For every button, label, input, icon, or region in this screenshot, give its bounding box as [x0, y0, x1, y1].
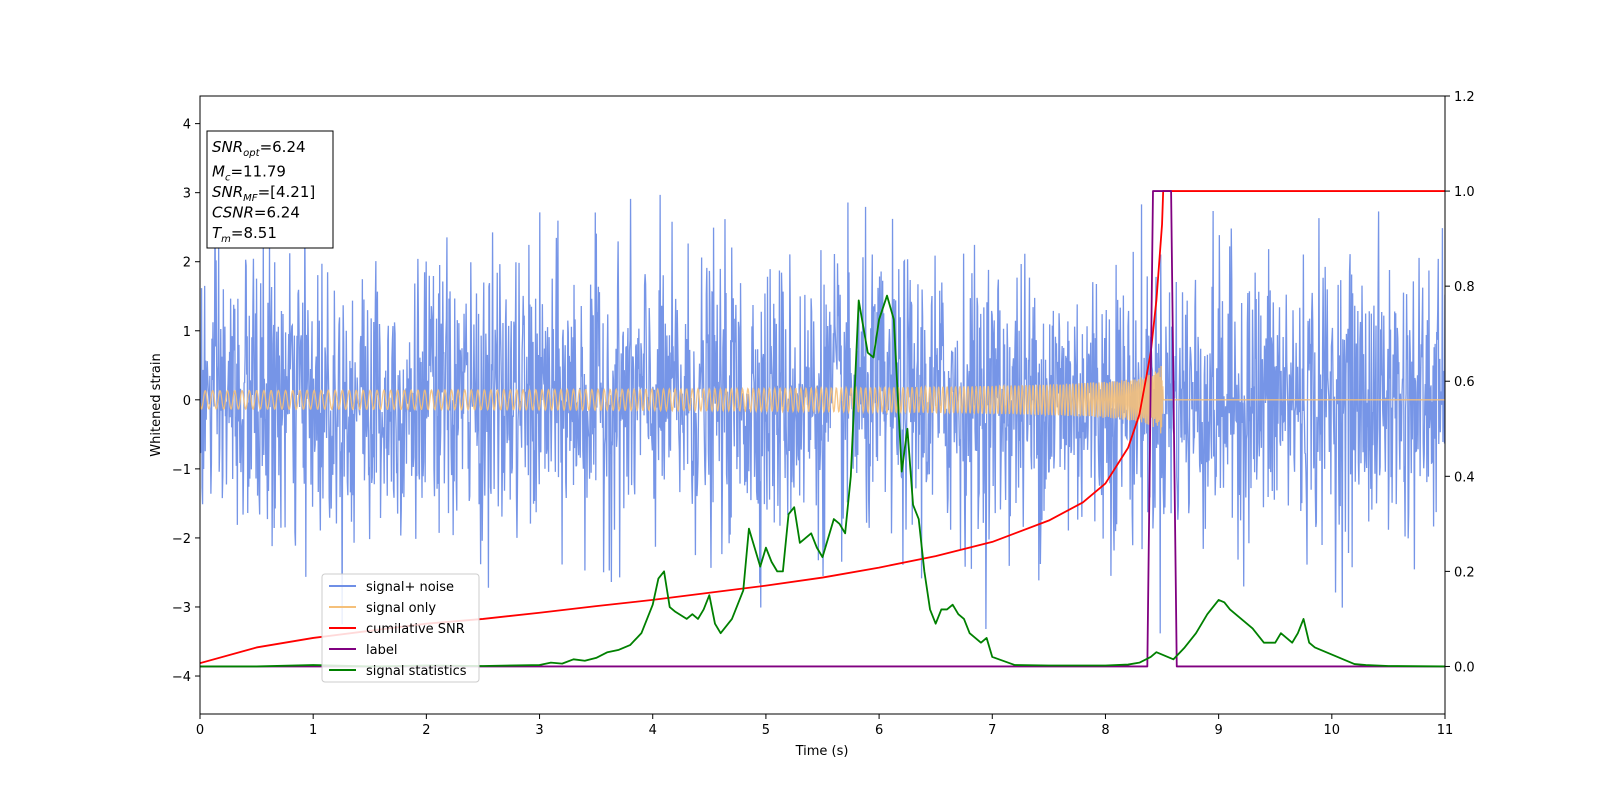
- info-box-line: Tm=8.51: [212, 224, 277, 245]
- x-axis-label: Time (s): [795, 744, 849, 759]
- legend-frame: [321, 573, 480, 683]
- info-box-line: SNRMF=[4.21]: [212, 183, 315, 204]
- series-signal-only: [200, 366, 1445, 434]
- y-tick-label: 0: [183, 394, 191, 409]
- y2-tick-label: 0.4: [1454, 470, 1475, 485]
- x-tick-label: 2: [422, 723, 430, 738]
- metrics-info-box: SNRopt=6.24 Mc=11.79SNRMF=[4.21]CSNR=6.24…: [206, 130, 334, 249]
- info-box-line: Mc=11.79: [212, 163, 286, 184]
- y-tick-label: −1: [172, 463, 191, 478]
- y-tick-label: −4: [172, 670, 191, 685]
- x-tick-label: 1: [309, 723, 317, 738]
- info-box-frame: [206, 130, 334, 249]
- series-signal-statistics: [200, 294, 1445, 668]
- series-label: [200, 190, 1445, 668]
- y2-tick-label: 0.8: [1454, 280, 1475, 295]
- x-tick-label: 11: [1437, 723, 1454, 738]
- x-tick-label: 6: [875, 723, 883, 738]
- info-box-line: CSNR=6.24: [212, 204, 300, 222]
- x-tick-label: 0: [196, 723, 204, 738]
- y-tick-label: 1: [183, 325, 191, 340]
- y-tick-label: 4: [183, 118, 191, 133]
- x-axis: 0 1 2 3 4 5 6 7 8 9 10 11: [196, 714, 1453, 738]
- x-tick-label: 3: [535, 723, 543, 738]
- y2-tick-label: 1.2: [1454, 90, 1475, 105]
- y-axis-left: −4 −3 −2 −1 0 1 2 3 4: [172, 118, 200, 685]
- legend-label: label: [366, 643, 397, 658]
- y-tick-label: −3: [172, 601, 191, 616]
- y2-tick-label: 0.6: [1454, 375, 1475, 390]
- legend: signal+ noise signal only cumilative SNR la…: [321, 573, 480, 683]
- info-box-line: SNRopt=6.24: [212, 138, 306, 159]
- x-tick-label: 8: [1101, 723, 1109, 738]
- x-tick-label: 4: [649, 723, 657, 738]
- plot-frame: [199, 95, 1446, 715]
- legend-label: signal only: [366, 601, 436, 616]
- y2-tick-label: 0.0: [1454, 660, 1475, 675]
- x-tick-label: 7: [988, 723, 996, 738]
- legend-label: signal+ noise: [366, 580, 454, 595]
- y-axis-label: Whitened strain: [149, 353, 164, 456]
- y-tick-label: 3: [183, 187, 191, 202]
- y2-tick-label: 0.2: [1454, 565, 1475, 580]
- x-tick-label: 10: [1324, 723, 1341, 738]
- x-tick-label: 5: [762, 723, 770, 738]
- series-signal-plus-noise: [200, 194, 1445, 634]
- y-tick-label: 2: [183, 256, 191, 271]
- y-tick-label: −2: [172, 532, 191, 547]
- legend-label: cumilative SNR: [366, 622, 465, 637]
- legend-label: signal statistics: [366, 664, 467, 679]
- y2-tick-label: 1.0: [1454, 185, 1475, 200]
- x-tick-label: 9: [1214, 723, 1222, 738]
- y-axis-right: 0.0 0.2 0.4 0.6 0.8 1.0 1.2: [1445, 90, 1475, 675]
